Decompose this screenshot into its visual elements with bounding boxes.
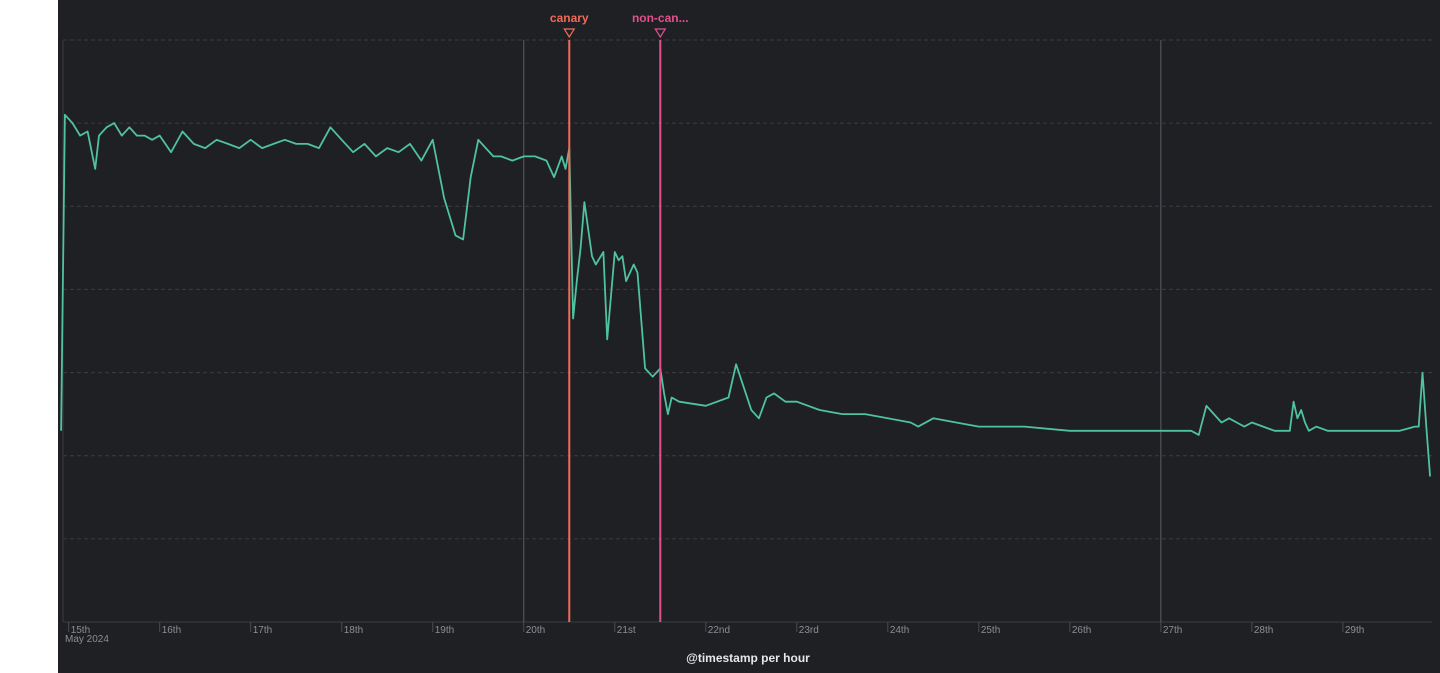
x-tick-label: 19th bbox=[435, 625, 454, 636]
x-tick-label: 26th bbox=[1072, 625, 1091, 636]
x-tick-label: 29th bbox=[1345, 625, 1364, 636]
x-tick-label: 27th bbox=[1163, 625, 1182, 636]
x-tick-label: 18th bbox=[344, 625, 363, 636]
reference-lines bbox=[523, 40, 1162, 622]
chart-panel: canary non-can... 15th 16th 17th 18th 19th 20t… bbox=[58, 0, 1440, 673]
grid-lines bbox=[62, 39, 1432, 623]
x-tick-label: 15th bbox=[71, 625, 90, 636]
x-tick-label: 16th bbox=[162, 625, 181, 636]
x-tick-label: 24th bbox=[890, 625, 909, 636]
x-axis: 15th 16th 17th 18th 19th 20th 21st 22nd 23rd 24th… bbox=[68, 622, 1364, 636]
annotation-marker-icon bbox=[654, 28, 667, 39]
x-tick-label: 23rd bbox=[799, 625, 819, 636]
series-layer bbox=[60, 113, 1431, 477]
annotation-marker-icon bbox=[563, 28, 576, 39]
x-tick-label: 25th bbox=[981, 625, 1000, 636]
annotation-label: non-can... bbox=[632, 11, 689, 25]
x-tick-label: 20th bbox=[526, 625, 545, 636]
left-margin bbox=[0, 0, 58, 673]
x-tick-label: 21st bbox=[617, 625, 636, 636]
x-tick-label: 28th bbox=[1254, 625, 1273, 636]
series-line bbox=[60, 113, 1431, 477]
annotations: canary non-can... bbox=[550, 11, 689, 622]
annotation-label: canary bbox=[550, 11, 589, 25]
x-tick-label: 17th bbox=[253, 625, 272, 636]
x-month-label: May 2024 bbox=[65, 634, 109, 645]
line-chart: canary non-can... 15th 16th 17th 18th 19th 20t… bbox=[60, 11, 1432, 665]
x-axis-title: @timestamp per hour bbox=[686, 651, 810, 665]
x-tick-label: 22nd bbox=[708, 625, 730, 636]
